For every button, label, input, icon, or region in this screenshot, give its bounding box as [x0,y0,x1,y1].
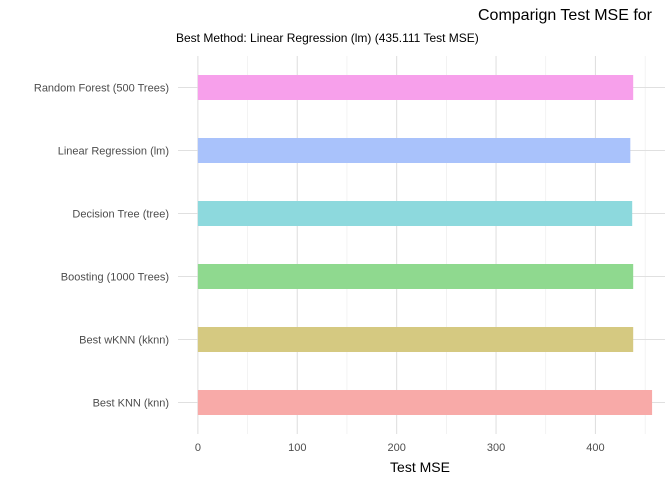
bar [197,327,634,352]
y-tick-label: Linear Regression (lm) [58,146,169,158]
x-tick-label: 300 [487,442,505,454]
y-tick-label: Boosting (1000 Trees) [61,272,169,284]
bar [197,264,634,289]
bar [197,138,631,163]
x-axis-title: Test MSE [390,459,450,475]
grid-major-lines [178,56,665,434]
bar [197,390,653,415]
y-axis-tick-labels: Random Forest (500 Trees) Linear Regressi… [34,83,169,410]
grid-minor-lines [247,56,646,434]
x-axis-tick-labels: 0 100 200 300 400 [195,442,605,454]
y-tick-label: Decision Tree (tree) [72,209,169,221]
x-tick-label: 200 [387,442,405,454]
chart-title: Comparign Test MSE for [478,7,653,24]
x-tick-label: 100 [288,442,306,454]
bar [197,75,634,100]
y-tick-label: Best wKNN (kknn) [79,335,169,347]
y-tick-label: Random Forest (500 Trees) [34,83,169,95]
bars [197,75,653,415]
x-tick-label: 400 [586,442,604,454]
y-tick-label: Best KNN (knn) [93,398,169,410]
bar [197,201,633,226]
grid [178,56,665,434]
chart-subtitle: Best Method: Linear Regression (lm) (435… [176,31,479,45]
x-tick-label: 0 [195,442,201,454]
